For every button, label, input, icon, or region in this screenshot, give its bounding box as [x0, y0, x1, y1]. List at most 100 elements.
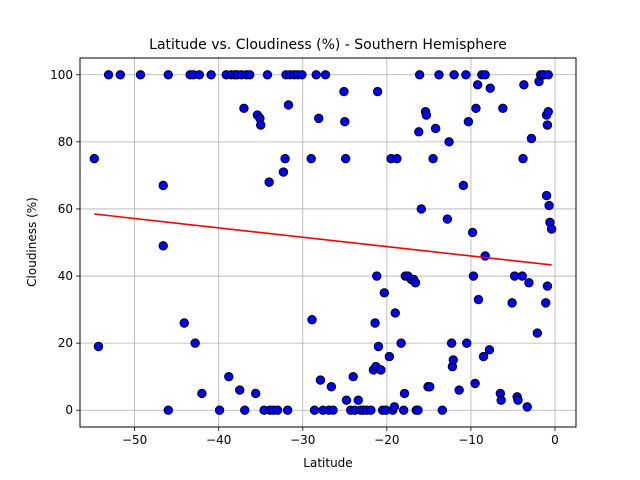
- data-point: [251, 388, 261, 399]
- x-tick-label: −40: [206, 433, 231, 447]
- data-point: [518, 153, 528, 164]
- data-point: [93, 341, 104, 352]
- data-point: [326, 382, 337, 392]
- y-tick-label: 0: [65, 403, 73, 417]
- data-point: [245, 70, 255, 80]
- data-point: [542, 120, 553, 130]
- data-point: [446, 338, 457, 348]
- data-point: [430, 123, 441, 134]
- data-point: [473, 294, 484, 305]
- data-point: [434, 70, 444, 80]
- axis-ticks: −50 −40 −30 −20 −10 0 0 20 40 60 80 100: [50, 68, 559, 447]
- data-point: [158, 180, 168, 191]
- data-point: [194, 70, 205, 80]
- data-point: [448, 355, 458, 365]
- regression-line-group: [94, 213, 552, 266]
- data-point: [339, 86, 349, 97]
- data-point: [524, 278, 534, 288]
- data-point: [425, 382, 435, 392]
- y-tick-label: 40: [58, 269, 73, 283]
- data-point: [472, 80, 483, 90]
- data-point: [519, 80, 529, 90]
- data-point: [410, 278, 421, 288]
- data-point: [480, 70, 490, 80]
- x-tick-label: −30: [290, 433, 315, 447]
- data-point: [256, 120, 266, 130]
- data-point: [546, 224, 557, 234]
- data-point: [376, 365, 386, 375]
- data-point: [240, 405, 250, 415]
- data-point: [348, 371, 358, 382]
- data-point: [414, 70, 425, 80]
- data-point: [471, 103, 481, 114]
- data-point: [239, 103, 249, 114]
- data-point: [340, 117, 350, 127]
- plot-frame: [79, 57, 577, 428]
- data-point: [272, 405, 283, 415]
- data-point: [264, 177, 274, 187]
- data-point: [414, 127, 424, 137]
- data-point: [309, 405, 320, 415]
- data-point: [163, 405, 173, 415]
- data-point: [103, 70, 114, 80]
- data-point: [478, 351, 489, 362]
- data-point: [340, 153, 351, 164]
- data-point: [158, 241, 168, 251]
- data-point: [353, 395, 363, 405]
- data-point: [398, 405, 409, 415]
- data-point: [463, 117, 474, 127]
- data-point: [449, 70, 459, 80]
- data-point: [485, 83, 495, 93]
- y-tick-label: 100: [50, 68, 73, 82]
- data-point: [522, 402, 532, 412]
- y-tick-label: 60: [58, 202, 73, 216]
- data-point: [442, 214, 453, 224]
- data-point: [262, 70, 273, 80]
- data-point: [526, 133, 537, 144]
- y-axis-label: Cloudiness (%): [25, 197, 39, 287]
- data-point: [468, 271, 479, 281]
- data-point: [307, 314, 317, 325]
- data-point: [314, 113, 324, 124]
- x-tick-label: −50: [122, 433, 147, 447]
- data-point: [366, 405, 376, 415]
- data-point: [341, 395, 352, 405]
- data-point: [206, 70, 216, 80]
- data-point: [532, 328, 543, 338]
- data-point: [513, 395, 523, 405]
- data-point: [389, 402, 400, 412]
- data-point: [461, 70, 471, 80]
- data-point: [328, 405, 338, 415]
- data-point: [278, 167, 289, 177]
- x-tick-label: −20: [374, 433, 399, 447]
- data-point: [372, 271, 382, 281]
- data-point: [390, 308, 400, 318]
- data-point: [282, 405, 293, 415]
- y-tick-label: 80: [58, 135, 73, 149]
- regression-line: [94, 213, 552, 266]
- data-point: [437, 405, 448, 415]
- data-point: [507, 298, 517, 308]
- data-point: [454, 385, 464, 395]
- data-point: [517, 271, 527, 281]
- data-points: [89, 70, 557, 415]
- data-point: [179, 318, 189, 328]
- data-point: [543, 70, 553, 80]
- data-point: [496, 395, 506, 405]
- data-point: [480, 251, 490, 261]
- data-point: [235, 385, 245, 395]
- data-point: [498, 103, 508, 114]
- data-point: [392, 153, 402, 164]
- data-point: [135, 70, 146, 80]
- data-point: [396, 338, 406, 348]
- data-point: [297, 70, 307, 80]
- data-point: [306, 153, 316, 164]
- data-point: [280, 153, 290, 164]
- data-point: [379, 288, 390, 298]
- data-point: [462, 338, 472, 348]
- data-point: [544, 200, 554, 211]
- data-point: [311, 70, 321, 80]
- data-point: [315, 375, 326, 385]
